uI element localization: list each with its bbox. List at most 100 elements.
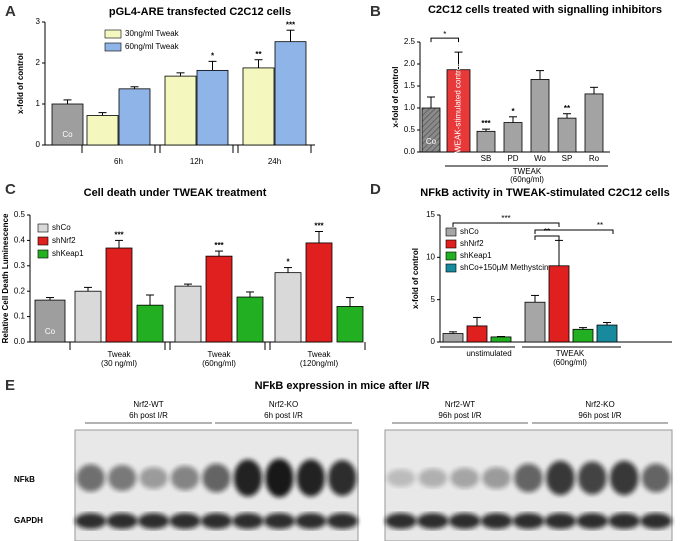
significance-label: *** [481, 119, 491, 128]
x-tick-label: 6h [114, 157, 123, 166]
y-tick-label: 0.5 [404, 125, 416, 134]
bar-label: Co [426, 137, 437, 146]
nfkb-band [296, 459, 325, 497]
gapdh-band [75, 513, 107, 529]
group-name: Nrf2-WT [133, 400, 163, 409]
legend-swatch [37, 223, 49, 233]
group-time: 6h post I/R [264, 411, 303, 420]
gapdh-band [295, 513, 327, 529]
gapdh-band [576, 513, 609, 529]
significance-label: *** [286, 20, 296, 29]
y-tick-label: 0.0 [404, 147, 416, 156]
legend-swatch [445, 227, 457, 237]
x-tick-label: Tweak [107, 350, 131, 359]
row-label: GAPDH [14, 516, 43, 525]
gapdh-band [232, 513, 264, 529]
gapdh-band [480, 513, 513, 529]
gapdh-band [640, 513, 672, 529]
y-axis-label: x-fold of control [391, 67, 400, 128]
nfkb-band [202, 463, 231, 493]
y-axis-label: x-fold of control [16, 53, 25, 114]
x-tick-label: SP [562, 154, 573, 163]
nfkb-band [514, 463, 543, 493]
nfkb-band [265, 458, 294, 498]
legend-swatch [37, 236, 49, 246]
bar [557, 117, 577, 153]
legend-label: shNrf2 [52, 236, 76, 245]
y-axis-label: Relative Cell Death Luminescence [1, 213, 10, 343]
significance-label: * [211, 51, 215, 60]
bar [118, 88, 151, 146]
y-tick-label: 0.1 [14, 312, 26, 321]
y-tick-label: 0.2 [14, 286, 26, 295]
x-tick-sublabel: (30 ng/ml) [101, 359, 137, 368]
legend-label: shNrf2 [460, 239, 484, 248]
bar [196, 69, 229, 146]
nfkb-band [386, 469, 416, 487]
bar [74, 290, 102, 343]
significance-label: ** [544, 227, 550, 236]
bar [548, 265, 570, 343]
nfkb-band [233, 459, 263, 497]
legend-label: shKeap1 [460, 251, 492, 260]
nfkb-band [328, 460, 357, 496]
chart-title: pGL4-ARE transfected C2C12 cells [109, 6, 291, 18]
group-time: 6h post I/R [129, 411, 168, 420]
bar [503, 122, 523, 153]
x-tick-label: SB [481, 154, 492, 163]
legend-swatch [104, 29, 122, 39]
legend-label: shCo [460, 227, 479, 236]
group-sublabel: (60ng/ml) [510, 175, 544, 184]
bar [205, 255, 233, 343]
bar [476, 130, 496, 153]
legend-label: 60ng/ml Tweak [125, 42, 180, 51]
x-tick-label: Tweak [207, 350, 231, 359]
nfkb-band [609, 460, 639, 496]
significance-label: * [286, 258, 290, 267]
legend-label: shCo+150µM Methystcin [460, 263, 548, 272]
significance-label: *** [114, 231, 124, 240]
group-label: TWEAK [513, 167, 542, 176]
y-tick-label: 0 [36, 140, 41, 149]
group-name: Nrf2-WT [445, 400, 475, 409]
y-tick-label: 5 [431, 295, 436, 304]
significance-label: ** [564, 104, 571, 113]
x-tick-label: 12h [190, 157, 203, 166]
x-tick-label: 24h [268, 157, 281, 166]
gapdh-band [169, 513, 201, 529]
significance-label: ** [255, 50, 262, 59]
gapdh-band [263, 513, 296, 529]
significance-label: *** [314, 222, 324, 231]
significance-label: *** [214, 241, 224, 250]
x-tick-label: TWEAK [556, 349, 585, 358]
legend-swatch [104, 42, 122, 52]
gapdh-band [544, 513, 577, 529]
nfkb-band [641, 463, 671, 493]
nfkb-band [170, 465, 200, 491]
chart-title: C2C12 cells treated with signalling inhi… [428, 4, 662, 16]
x-tick-sublabel: (60ng/ml) [553, 358, 587, 367]
group-time: 96h post I/R [438, 411, 481, 420]
bar [242, 67, 275, 146]
y-tick-label: 2.5 [404, 37, 416, 46]
gapdh-band [137, 513, 170, 529]
legend-label: shCo [52, 223, 71, 232]
legend-swatch [37, 249, 49, 259]
bar [136, 304, 164, 343]
bar [174, 285, 202, 343]
bar [490, 336, 512, 343]
x-tick-label: PD [507, 154, 518, 163]
legend-label: shKeap1 [52, 249, 84, 258]
group-time: 96h post I/R [578, 411, 621, 420]
x-tick-label: unstimulated [466, 349, 511, 358]
significance-label: * [511, 107, 515, 116]
gapdh-band [106, 513, 138, 529]
bar [466, 325, 488, 343]
significance-bracket [534, 235, 560, 240]
bar [274, 41, 307, 146]
y-tick-label: 1.5 [404, 81, 416, 90]
bar-label: TWEAK-stimulated control [454, 64, 463, 158]
bar [584, 93, 604, 153]
panel-letter: E [5, 377, 15, 394]
